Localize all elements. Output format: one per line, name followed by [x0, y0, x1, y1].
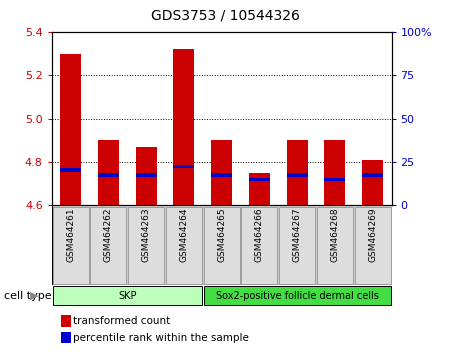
Text: SKP: SKP: [118, 291, 136, 301]
Text: GSM464267: GSM464267: [292, 208, 302, 262]
Text: GSM464266: GSM464266: [255, 208, 264, 262]
Bar: [174, 49, 194, 205]
Bar: [98, 140, 119, 205]
Bar: [324, 140, 345, 205]
Bar: [211, 173, 232, 177]
Text: GDS3753 / 10544326: GDS3753 / 10544326: [151, 9, 299, 23]
FancyBboxPatch shape: [128, 207, 164, 284]
Text: GSM464265: GSM464265: [217, 208, 226, 262]
Text: cell type: cell type: [4, 291, 52, 301]
Bar: [362, 160, 383, 205]
Text: GSM464269: GSM464269: [368, 208, 377, 262]
FancyBboxPatch shape: [90, 207, 126, 284]
Bar: [136, 173, 157, 177]
Bar: [287, 140, 307, 205]
FancyBboxPatch shape: [166, 207, 202, 284]
Bar: [249, 178, 270, 182]
Text: percentile rank within the sample: percentile rank within the sample: [73, 333, 249, 343]
FancyBboxPatch shape: [279, 207, 315, 284]
Bar: [174, 165, 194, 169]
Bar: [211, 140, 232, 205]
FancyBboxPatch shape: [203, 207, 240, 284]
Text: GSM464268: GSM464268: [330, 208, 339, 262]
FancyBboxPatch shape: [317, 207, 353, 284]
Bar: [98, 173, 119, 177]
Bar: [249, 173, 270, 205]
FancyBboxPatch shape: [53, 207, 89, 284]
Bar: [287, 173, 307, 177]
FancyBboxPatch shape: [241, 207, 278, 284]
Bar: [60, 53, 81, 205]
FancyBboxPatch shape: [355, 207, 391, 284]
Bar: [362, 173, 383, 177]
FancyBboxPatch shape: [203, 286, 391, 305]
Text: ▶: ▶: [30, 291, 38, 301]
Bar: [136, 147, 157, 205]
Text: transformed count: transformed count: [73, 316, 171, 326]
Text: GSM464262: GSM464262: [104, 208, 113, 262]
Text: Sox2-positive follicle dermal cells: Sox2-positive follicle dermal cells: [216, 291, 378, 301]
Bar: [324, 178, 345, 182]
Text: GSM464261: GSM464261: [66, 208, 75, 262]
Bar: [60, 168, 81, 172]
Text: GSM464264: GSM464264: [180, 208, 189, 262]
Text: GSM464263: GSM464263: [142, 208, 151, 262]
FancyBboxPatch shape: [53, 286, 202, 305]
